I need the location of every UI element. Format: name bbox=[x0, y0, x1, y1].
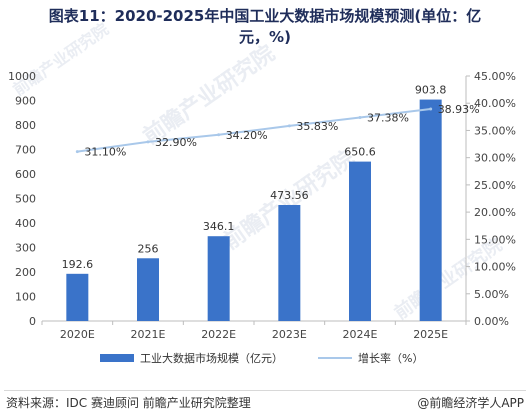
x-tick-label: 2020E bbox=[60, 328, 95, 341]
legend-label-bar: 工业大数据市场规模（亿元） bbox=[140, 351, 283, 365]
chart-title-line-2: 元，%) bbox=[239, 28, 291, 46]
bar bbox=[66, 273, 89, 321]
source-note: 资料来源：IDC 赛迪顾问 前瞻产业研究院整理 bbox=[6, 396, 251, 410]
line-value-label: 34.20% bbox=[226, 129, 268, 142]
line-point bbox=[429, 107, 433, 111]
y-right-tick-label: 40.00% bbox=[474, 97, 516, 110]
chart-canvas: 前瞻产业研究院 前瞻产业研究院 前瞻产业研究院 前瞻产业研究院 01002003… bbox=[8, 19, 516, 365]
bar-value-label: 192.6 bbox=[62, 258, 94, 271]
line-value-label: 38.93% bbox=[438, 103, 480, 116]
y-right-tick-label: 45.00% bbox=[474, 70, 516, 83]
y-right-tick-label: 10.00% bbox=[474, 261, 516, 274]
bar bbox=[349, 161, 371, 321]
x-tick-label: 2021E bbox=[131, 328, 166, 341]
y-left-tick-label: 500 bbox=[15, 193, 36, 206]
y-left-tick-label: 100 bbox=[15, 291, 36, 304]
legend-swatch-bar bbox=[100, 354, 134, 362]
y-left-tick-label: 800 bbox=[15, 119, 36, 132]
chart-legend: 工业大数据市场规模（亿元） 增长率（%） bbox=[100, 351, 423, 365]
chart-title-line-1: 图表11：2020-2025年中国工业大数据市场规模预测(单位：亿 bbox=[48, 7, 482, 25]
y-right-tick-label: 5.00% bbox=[474, 288, 509, 301]
chart-title: 图表11：2020-2025年中国工业大数据市场规模预测(单位：亿 元，%) bbox=[0, 6, 530, 48]
y-right-tick-label: 0.00% bbox=[474, 315, 509, 328]
line-point bbox=[358, 115, 362, 119]
line-point bbox=[146, 140, 150, 144]
y-right-tick-label: 25.00% bbox=[474, 179, 516, 192]
line-value-label: 35.83% bbox=[296, 120, 338, 133]
bar-value-label: 346.1 bbox=[203, 220, 235, 233]
bar-value-label: 650.6 bbox=[344, 146, 376, 159]
y-right-tick-label: 20.00% bbox=[474, 206, 516, 219]
line-value-label: 37.38% bbox=[367, 111, 409, 124]
line-point bbox=[217, 133, 221, 137]
y-left-tick-label: 300 bbox=[15, 242, 36, 255]
y-left-tick-label: 600 bbox=[15, 168, 36, 181]
watermark-logo: 前瞻产业研究院 bbox=[9, 19, 112, 99]
y-left-tick-label: 900 bbox=[15, 95, 36, 108]
bar bbox=[278, 204, 301, 321]
brand-label: @前瞻经济学人APP bbox=[417, 396, 524, 410]
y-left-tick-label: 700 bbox=[15, 144, 36, 157]
line-value-label: 31.10% bbox=[84, 146, 126, 159]
x-tick-label: 2024E bbox=[343, 328, 378, 341]
legend-label-line: 增长率（%） bbox=[358, 351, 423, 365]
bar-value-label: 903.8 bbox=[415, 84, 447, 97]
x-tick-label: 2023E bbox=[272, 328, 307, 341]
x-tick-label: 2022E bbox=[201, 328, 236, 341]
line-point bbox=[75, 150, 79, 154]
bar bbox=[419, 99, 442, 321]
y-left-tick-label: 1000 bbox=[8, 70, 36, 83]
line-value-label: 32.90% bbox=[155, 136, 197, 149]
y-left-tick-label: 400 bbox=[15, 217, 36, 230]
x-tick-label: 2025E bbox=[413, 328, 448, 341]
y-left-tick-label: 0 bbox=[29, 315, 36, 328]
y-right-tick-label: 35.00% bbox=[474, 124, 516, 137]
y-right-tick-label: 15.00% bbox=[474, 233, 516, 246]
bar bbox=[207, 236, 230, 321]
y-left-tick-label: 200 bbox=[15, 266, 36, 279]
y-right-tick-label: 30.00% bbox=[474, 152, 516, 165]
bar bbox=[137, 258, 159, 321]
bar-value-label: 473.56 bbox=[270, 189, 309, 202]
bar-value-label: 256 bbox=[138, 242, 159, 255]
footer: 资料来源：IDC 赛迪顾问 前瞻产业研究院整理 @前瞻经济学人APP bbox=[4, 390, 526, 413]
bar-series: 192.6 256 346.1 473.56 650.6 903.8 bbox=[62, 84, 447, 321]
watermark-logo: 前瞻产业研究院 bbox=[390, 234, 506, 324]
line-point bbox=[287, 124, 291, 128]
growth-rate-line bbox=[77, 108, 431, 153]
line-series: 31.10% 32.90% 34.20% 35.83% 37.38% 38.93% bbox=[75, 103, 480, 159]
chart-axes: 0 100 200 300 400 500 600 700 800 900 1000 0.00% 5.0… bbox=[8, 70, 516, 341]
